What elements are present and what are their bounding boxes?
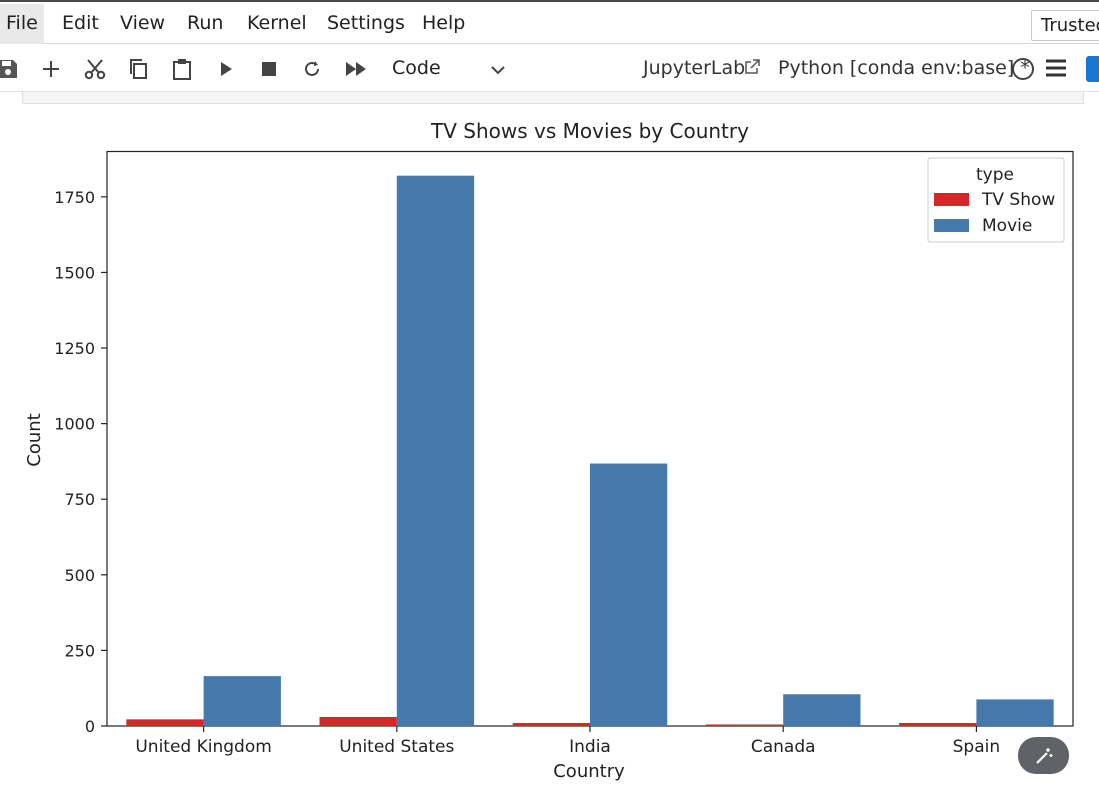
x-axis-label: Country xyxy=(553,761,625,782)
x-axis: United Kingdom United States India Canada Sp… xyxy=(135,726,1000,757)
menu-lines-icon[interactable] xyxy=(1046,59,1066,81)
menu-file[interactable]: File xyxy=(0,4,44,44)
legend-label-movie: Movie xyxy=(982,216,1032,236)
y-tick-label: 1000 xyxy=(54,415,95,434)
paste-icon[interactable] xyxy=(169,56,195,82)
trusted-indicator[interactable]: Trusted xyxy=(1031,10,1099,41)
y-axis: 0 250 500 750 1000 1250 1500 1750 xyxy=(54,188,107,736)
restart-icon[interactable] xyxy=(299,56,325,82)
y-tick-label: 1500 xyxy=(54,263,95,282)
x-tick-label: India xyxy=(569,737,611,757)
fast-forward-icon[interactable] xyxy=(343,56,369,82)
add-cell-icon[interactable] xyxy=(38,56,64,82)
previous-cell-output xyxy=(22,92,1084,104)
y-axis-label: Count xyxy=(24,413,45,466)
legend-swatch-tv-show xyxy=(934,193,969,206)
notebook-toolbar: Code JupyterLab Python [conda env:base] … xyxy=(0,45,1099,92)
cut-icon[interactable] xyxy=(82,56,108,82)
magic-wand-icon xyxy=(1035,747,1052,764)
menu-bar: File Edit View Run Kernel Settings Help … xyxy=(0,0,1099,44)
kernel-status-icon xyxy=(1012,58,1034,80)
chart-title: TV Shows vs Movies by Country xyxy=(431,119,749,143)
external-link-icon[interactable] xyxy=(744,59,760,79)
run-icon[interactable] xyxy=(213,56,239,82)
y-tick-label: 750 xyxy=(64,490,95,509)
menu-settings[interactable]: Settings xyxy=(327,12,405,34)
menu-edit[interactable]: Edit xyxy=(62,12,99,34)
kernel-name[interactable]: Python [conda env:base] * xyxy=(778,57,1030,79)
bar-tv-show-united-kingdom xyxy=(126,719,204,726)
x-tick-label: Spain xyxy=(953,737,1001,757)
bar-movie-india xyxy=(590,463,668,726)
legend: type TV Show Movie xyxy=(927,157,1065,243)
y-tick-label: 1750 xyxy=(54,188,95,207)
x-tick-label: Canada xyxy=(751,737,816,757)
bar-tv-show-united-states xyxy=(319,716,397,726)
cell-type-select[interactable]: Code xyxy=(392,57,441,79)
save-icon[interactable] xyxy=(0,56,21,82)
stop-icon[interactable] xyxy=(256,56,282,82)
property-inspector-icon[interactable] xyxy=(1086,56,1099,82)
y-tick-label: 250 xyxy=(64,641,95,660)
legend-title: type xyxy=(976,165,1014,185)
bar-movie-united-states xyxy=(396,175,475,727)
bar-tv-show-india xyxy=(512,722,590,726)
magic-wand-button[interactable] xyxy=(1018,737,1069,774)
menu-help[interactable]: Help xyxy=(422,12,466,34)
y-tick-label: 500 xyxy=(64,566,95,585)
copy-icon[interactable] xyxy=(125,56,151,82)
menu-view[interactable]: View xyxy=(120,12,166,34)
jupyterlab-link[interactable]: JupyterLab xyxy=(643,57,746,79)
chevron-down-icon[interactable] xyxy=(490,61,506,80)
menu-kernel[interactable]: Kernel xyxy=(247,12,307,34)
bar-movie-spain xyxy=(976,699,1054,726)
y-tick-label: 0 xyxy=(85,717,95,736)
legend-label-tv-show: TV Show xyxy=(981,190,1055,210)
bar-tv-show-canada xyxy=(705,724,784,726)
menu-run[interactable]: Run xyxy=(187,12,224,34)
y-tick-label: 1250 xyxy=(54,339,95,358)
bar-movie-canada xyxy=(783,694,861,726)
x-tick-label: United Kingdom xyxy=(135,737,271,757)
bars-group xyxy=(126,175,1054,727)
bar-movie-united-kingdom xyxy=(203,676,281,726)
bar-chart: 0 250 500 750 1000 1250 1500 1750 United Kingdo… xyxy=(24,150,1074,782)
legend-swatch-movie xyxy=(934,219,969,232)
bar-tv-show-spain xyxy=(899,722,977,726)
x-tick-label: United States xyxy=(339,737,454,757)
